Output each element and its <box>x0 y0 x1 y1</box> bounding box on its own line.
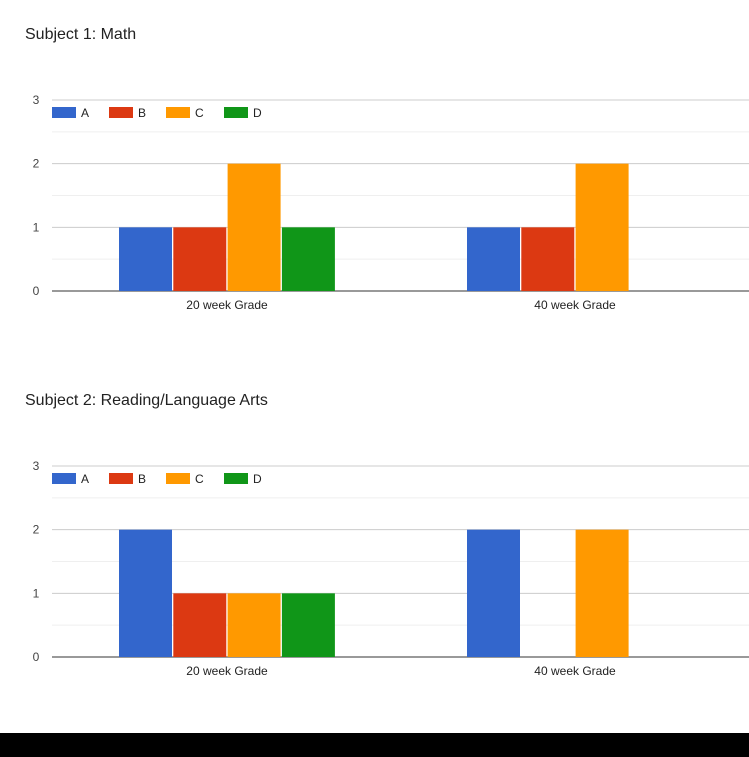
math-chart: Subject 1: Math 0 1 2 3 20 week Grade 40 week… <box>0 0 749 366</box>
chart-title: Subject 1: Math <box>25 26 137 43</box>
y-tick-label: 1 <box>33 586 40 600</box>
legend-label-d[interactable]: D <box>253 106 262 120</box>
y-tick-label: 0 <box>33 284 40 298</box>
chart-title: Subject 2: Reading/Language Arts <box>25 392 268 409</box>
bar-b-20-week[interactable] <box>173 593 227 657</box>
bar-a-20-week[interactable] <box>119 529 172 657</box>
legend-label-b[interactable]: B <box>138 106 146 120</box>
legend-label-c[interactable]: C <box>195 472 204 486</box>
bar-d-20-week[interactable] <box>281 593 335 657</box>
bottom-bar <box>0 733 749 757</box>
legend-swatch-a[interactable] <box>52 107 76 118</box>
legend-swatch-a[interactable] <box>52 473 76 484</box>
x-tick-label: 20 week Grade <box>186 298 268 312</box>
bar-a-40-week[interactable] <box>467 227 520 291</box>
chart-plot: 0 1 2 3 20 week Grade 40 week Grade A B C D <box>33 93 749 312</box>
reading-language-arts-chart: Subject 2: Reading/Language Arts 0 1 2 3 20 … <box>0 366 749 732</box>
x-tick-label: 40 week Grade <box>534 298 616 312</box>
bar-c-20-week[interactable] <box>227 163 281 291</box>
y-tick-label: 3 <box>33 93 40 107</box>
y-tick-label: 0 <box>33 650 40 664</box>
bar-a-40-week[interactable] <box>467 529 520 657</box>
legend-swatch-d[interactable] <box>224 473 248 484</box>
x-tick-label: 40 week Grade <box>534 664 616 678</box>
legend-label-a[interactable]: A <box>81 472 89 486</box>
y-tick-label: 3 <box>33 459 40 473</box>
legend-label-d[interactable]: D <box>253 472 262 486</box>
legend-swatch-b[interactable] <box>109 473 133 484</box>
legend-swatch-c[interactable] <box>166 473 190 484</box>
bar-d-20-week[interactable] <box>281 227 335 291</box>
legend-swatch-b[interactable] <box>109 107 133 118</box>
bar-c-40-week[interactable] <box>575 529 629 657</box>
bar-b-40-week[interactable] <box>521 227 575 291</box>
legend-label-b[interactable]: B <box>138 472 146 486</box>
x-tick-label: 20 week Grade <box>186 664 268 678</box>
bar-b-20-week[interactable] <box>173 227 227 291</box>
bar-c-40-week[interactable] <box>575 163 629 291</box>
y-tick-label: 2 <box>33 157 40 171</box>
y-tick-label: 1 <box>33 220 40 234</box>
bar-c-20-week[interactable] <box>227 593 281 657</box>
bar-a-20-week[interactable] <box>119 227 172 291</box>
legend-swatch-c[interactable] <box>166 107 190 118</box>
legend-swatch-d[interactable] <box>224 107 248 118</box>
y-tick-label: 2 <box>33 523 40 537</box>
legend-label-a[interactable]: A <box>81 106 89 120</box>
legend-label-c[interactable]: C <box>195 106 204 120</box>
chart-plot: 0 1 2 3 20 week Grade 40 week Grade A B C D <box>33 459 749 678</box>
